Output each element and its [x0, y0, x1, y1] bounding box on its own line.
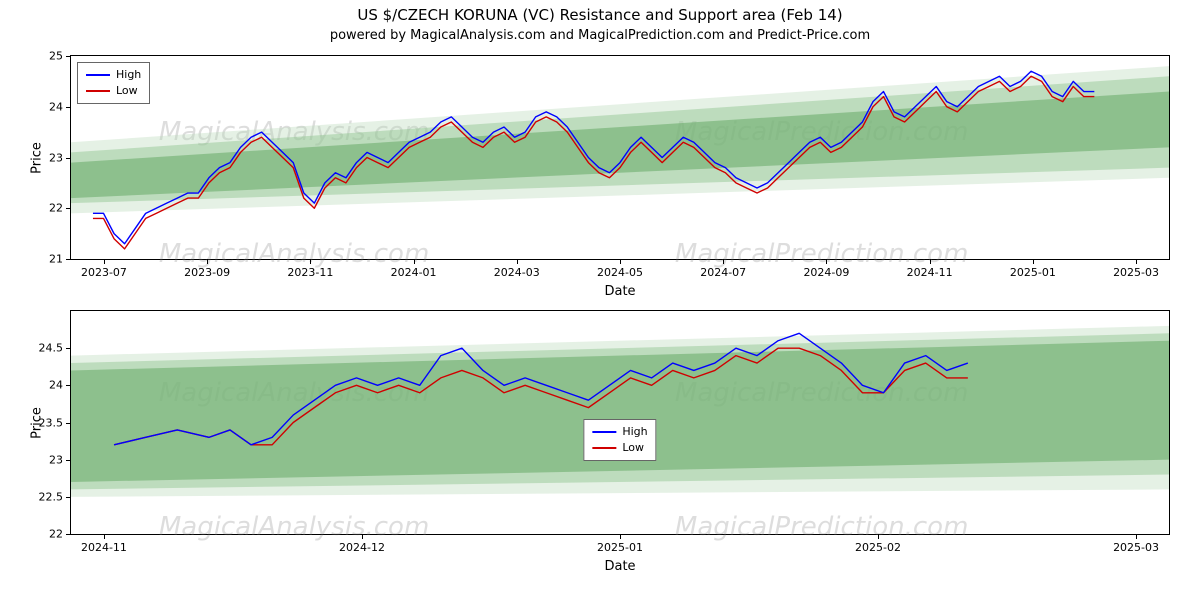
chart-svg	[71, 56, 1169, 259]
y-tick-label: 23.5	[33, 416, 63, 429]
x-tick-label: 2023-11	[287, 266, 333, 279]
x-tick-label: 2024-09	[803, 266, 849, 279]
y-tick-mark	[66, 423, 71, 424]
legend-item-high: High	[592, 424, 647, 440]
x-tick-label: 2023-07	[81, 266, 127, 279]
y-tick-mark	[66, 497, 71, 498]
legend-label-low: Low	[622, 440, 644, 456]
x-tick-label: 2024-07	[700, 266, 746, 279]
y-tick-mark	[66, 534, 71, 535]
legend-label-high: High	[116, 67, 141, 83]
legend-label-low: Low	[116, 83, 138, 99]
legend-label-high: High	[622, 424, 647, 440]
legend-swatch-low	[86, 90, 110, 92]
y-tick-label: 23	[33, 453, 63, 466]
figure-title: US $/CZECH KORUNA (VC) Resistance and Su…	[0, 6, 1200, 24]
x-tick-mark	[1136, 534, 1137, 539]
chart-top: High Low MagicalAnalysis.com MagicalPred…	[70, 55, 1170, 260]
y-tick-mark	[66, 158, 71, 159]
x-tick-label: 2025-01	[597, 541, 643, 554]
x-tick-label: 2024-11	[81, 541, 127, 554]
y-tick-label: 23	[33, 151, 63, 164]
y-tick-label: 24	[33, 379, 63, 392]
x-tick-label: 2024-12	[339, 541, 385, 554]
x-tick-mark	[878, 534, 879, 539]
x-tick-mark	[723, 259, 724, 264]
x-tick-mark	[414, 259, 415, 264]
legend-item-low: Low	[592, 440, 647, 456]
y-tick-mark	[66, 56, 71, 57]
x-tick-mark	[104, 259, 105, 264]
y-tick-mark	[66, 107, 71, 108]
x-tick-mark	[826, 259, 827, 264]
legend-swatch-high	[592, 431, 616, 433]
y-tick-label: 22	[33, 202, 63, 215]
x-tick-mark	[1136, 259, 1137, 264]
y-tick-label: 24.5	[33, 342, 63, 355]
y-tick-mark	[66, 348, 71, 349]
legend-item-low: Low	[86, 83, 141, 99]
figure-container: US $/CZECH KORUNA (VC) Resistance and Su…	[0, 6, 1200, 606]
figure-subtitle: powered by MagicalAnalysis.com and Magic…	[0, 28, 1200, 43]
x-tick-mark	[207, 259, 208, 264]
y-tick-label: 22	[33, 528, 63, 541]
x-tick-mark	[620, 534, 621, 539]
x-tick-mark	[310, 259, 311, 264]
x-tick-label: 2024-05	[597, 266, 643, 279]
legend-swatch-low	[592, 447, 616, 449]
x-axis-label: Date	[604, 284, 635, 299]
x-axis-label: Date	[604, 559, 635, 574]
x-tick-label: 2024-11	[907, 266, 953, 279]
x-tick-label: 2024-03	[494, 266, 540, 279]
y-tick-label: 24	[33, 100, 63, 113]
x-tick-mark	[104, 534, 105, 539]
x-tick-label: 2025-02	[855, 541, 901, 554]
x-tick-label: 2023-09	[184, 266, 230, 279]
x-tick-label: 2024-01	[391, 266, 437, 279]
x-tick-mark	[517, 259, 518, 264]
y-tick-mark	[66, 460, 71, 461]
legend-bottom: High Low	[583, 419, 656, 461]
chart-bottom: High Low MagicalAnalysis.com MagicalPred…	[70, 310, 1170, 535]
y-tick-mark	[66, 385, 71, 386]
x-tick-mark	[620, 259, 621, 264]
y-tick-label: 21	[33, 253, 63, 266]
y-tick-label: 25	[33, 50, 63, 63]
x-tick-mark	[1033, 259, 1034, 264]
legend-swatch-high	[86, 74, 110, 76]
x-tick-label: 2025-01	[1010, 266, 1056, 279]
y-tick-label: 22.5	[33, 490, 63, 503]
x-tick-mark	[930, 259, 931, 264]
x-tick-mark	[362, 534, 363, 539]
legend-top: High Low	[77, 62, 150, 104]
y-tick-mark	[66, 208, 71, 209]
y-tick-mark	[66, 259, 71, 260]
x-tick-label: 2025-03	[1113, 541, 1159, 554]
legend-item-high: High	[86, 67, 141, 83]
x-tick-label: 2025-03	[1113, 266, 1159, 279]
